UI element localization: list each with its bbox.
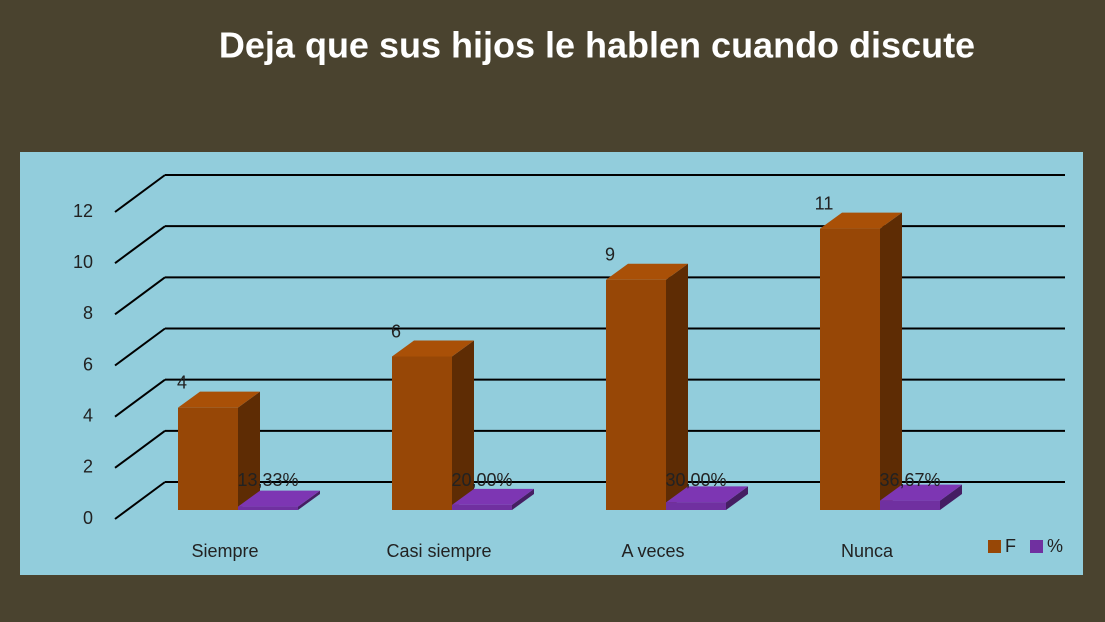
- chart-area: [20, 152, 1083, 575]
- bar: [820, 228, 880, 511]
- data-label: 6: [391, 321, 401, 341]
- bar-side: [512, 488, 534, 510]
- y-tick-label: 4: [83, 405, 93, 425]
- bar: [392, 356, 452, 510]
- x-tick-label: A veces: [621, 541, 684, 561]
- x-tick-label: Casi siempre: [386, 541, 491, 561]
- bar: [880, 500, 940, 510]
- grid-diagonal: [114, 174, 166, 213]
- grid-diagonal: [114, 276, 166, 316]
- bar: [606, 279, 666, 510]
- y-tick-label: 6: [83, 354, 93, 374]
- bar-top: [880, 484, 962, 501]
- data-label: 13,33%: [237, 470, 298, 490]
- bar-side: [940, 484, 962, 510]
- bar-top: [606, 263, 688, 280]
- data-label: 30,00%: [665, 470, 726, 490]
- bar-top: [666, 486, 748, 503]
- data-label: 36,67%: [879, 470, 940, 490]
- legend-label: F: [1005, 536, 1016, 556]
- grid-diagonal: [114, 430, 166, 469]
- bar-side: [880, 212, 902, 511]
- bar-side: [238, 391, 260, 510]
- bar: [452, 504, 512, 510]
- grid-diagonal: [114, 378, 166, 418]
- legend-swatch: [1030, 540, 1043, 553]
- y-tick-label: 2: [83, 457, 93, 477]
- bar-side: [452, 340, 474, 510]
- data-label: 4: [177, 372, 187, 392]
- bar-top: [178, 391, 260, 408]
- bar: [238, 506, 298, 510]
- grid-diagonal: [114, 481, 166, 520]
- x-tick-label: Nunca: [841, 541, 894, 561]
- bar-side: [298, 490, 320, 510]
- legend-label: %: [1047, 536, 1063, 556]
- bar-top: [820, 212, 902, 229]
- y-tick-label: 8: [83, 303, 93, 323]
- y-tick-label: 10: [73, 252, 93, 272]
- data-label: 9: [605, 245, 615, 265]
- bar-top: [238, 490, 320, 507]
- grid-diagonal: [114, 225, 166, 264]
- bar-top: [392, 340, 474, 357]
- bar-top: [452, 488, 534, 505]
- chart-title: Deja que sus hijos le hablen cuando disc…: [219, 25, 975, 66]
- y-tick-label: 0: [83, 508, 93, 528]
- data-label: 20,00%: [451, 470, 512, 490]
- y-tick-label: 12: [73, 201, 93, 221]
- bar: [178, 407, 238, 510]
- legend-swatch: [988, 540, 1001, 553]
- bar-side: [666, 263, 688, 510]
- data-label: 11: [815, 193, 834, 213]
- x-tick-label: Siempre: [191, 541, 258, 561]
- plot: 0 2 4 6 8 10 12 Siempre 4 13,33% Casi siempre 6 20,0…: [73, 174, 1065, 561]
- bar-side: [726, 486, 748, 510]
- grid-diagonal: [114, 327, 166, 367]
- bar: [666, 502, 726, 510]
